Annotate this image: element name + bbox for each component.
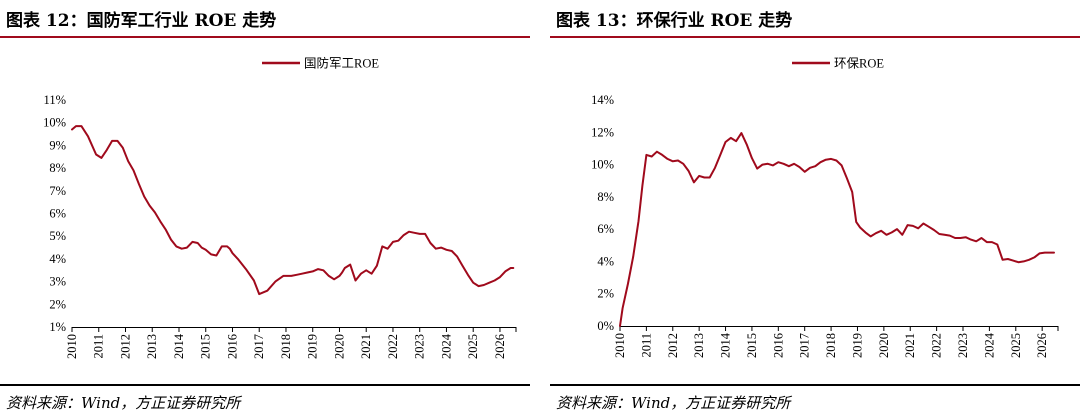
y-tick-label: 9%: [49, 138, 66, 152]
y-tick-label: 12%: [591, 125, 614, 139]
x-tick-label: 2023: [956, 333, 970, 358]
x-tick-label: 2021: [903, 333, 917, 358]
x-tick-label: 2010: [613, 333, 627, 358]
x-tick-label: 2018: [824, 333, 838, 358]
y-tick-label: 8%: [49, 161, 66, 175]
x-tick-label: 2023: [413, 334, 427, 359]
x-tick-label: 2011: [639, 333, 653, 358]
line-chart: 0% 2% 4% 6% 8% 10% 12% 14% 2010 2011 2012 2013 2014 2…: [591, 57, 1059, 358]
x-tick-label: 2024: [982, 332, 996, 358]
y-tick-label: 6%: [49, 207, 66, 221]
figure-panel-right: 图表 13：环保行业 ROE 走势 0% 2% 4% 6% 8% 10% 12% 14% 201…: [550, 0, 1080, 418]
x-tick-label: 2020: [877, 333, 891, 358]
y-tick-label: 5%: [49, 229, 66, 243]
x-tick-label: 2026: [1035, 333, 1049, 358]
y-tick-label: 8%: [597, 190, 614, 204]
x-tick-label: 2022: [386, 334, 400, 359]
x-tick-label: 2022: [930, 333, 944, 358]
source-rule: [550, 384, 1080, 386]
x-tick-label: 2024: [439, 333, 453, 359]
title-rule: [0, 36, 530, 38]
x-tick-label: 2010: [65, 334, 79, 359]
y-tick-label: 14%: [591, 93, 614, 107]
x-tick-label: 2020: [332, 334, 346, 359]
x-tick-label: 2026: [493, 334, 507, 359]
figure-title: 图表 13：环保行业 ROE 走势: [556, 11, 793, 31]
x-tick-label: 2016: [225, 334, 239, 359]
x-tick-label: 2017: [798, 333, 812, 358]
legend-label: 环保ROE: [834, 57, 884, 71]
y-tick-label: 7%: [49, 184, 66, 198]
y-tick-label: 6%: [597, 222, 614, 236]
y-tick-label: 4%: [597, 254, 614, 268]
x-tick-label: 2018: [279, 334, 293, 359]
figure-title: 图表 12：国防军工行业 ROE 走势: [6, 11, 277, 31]
x-tick-label: 2013: [692, 333, 706, 358]
x-tick-label: 2014: [172, 333, 186, 359]
x-tick-label: 2025: [1009, 333, 1023, 358]
y-tick-label: 2%: [49, 297, 66, 311]
x-tick-label: 2011: [92, 334, 106, 359]
x-tick-label: 2015: [745, 333, 759, 358]
y-tick-label: 2%: [597, 287, 614, 301]
x-tick-label: 2016: [771, 333, 785, 358]
x-tick-label: 2014: [719, 332, 733, 358]
x-tick-label: 2013: [145, 334, 159, 359]
y-tick-label: 10%: [43, 116, 66, 130]
x-tick-label: 2012: [666, 333, 680, 358]
x-tick-label: 2025: [466, 334, 480, 359]
series-line: [71, 125, 515, 296]
line-chart: 1% 2% 3% 4% 5% 6% 7% 8% 9% 10% 11% 2010 2011 2012 2013…: [43, 56, 517, 359]
x-tick-label: 2015: [199, 334, 213, 359]
y-tick-label: 3%: [49, 275, 66, 289]
x-tick-label: 2017: [252, 334, 266, 359]
x-tick-label: 2012: [118, 334, 132, 359]
x-tick-label: 2019: [850, 333, 864, 358]
source-note: 资料来源：Wind，方正证券研究所: [6, 394, 241, 412]
y-tick-label: 1%: [49, 320, 66, 334]
y-tick-label: 11%: [44, 93, 66, 107]
figure-panel-left: 图表 12：国防军工行业 ROE 走势 1% 2% 3% 4% 5% 6% 7% 8% 9% 10…: [0, 0, 530, 418]
source-note: 资料来源：Wind，方正证券研究所: [556, 394, 791, 412]
x-tick-label: 2019: [306, 334, 320, 359]
series-line: [619, 132, 1055, 327]
y-tick-label: 10%: [591, 158, 614, 172]
y-tick-label: 0%: [597, 319, 614, 333]
legend-label: 国防军工ROE: [304, 56, 379, 71]
x-tick-label: 2021: [359, 334, 373, 359]
title-rule: [550, 36, 1080, 38]
y-tick-label: 4%: [49, 252, 66, 266]
source-rule: [0, 384, 530, 386]
